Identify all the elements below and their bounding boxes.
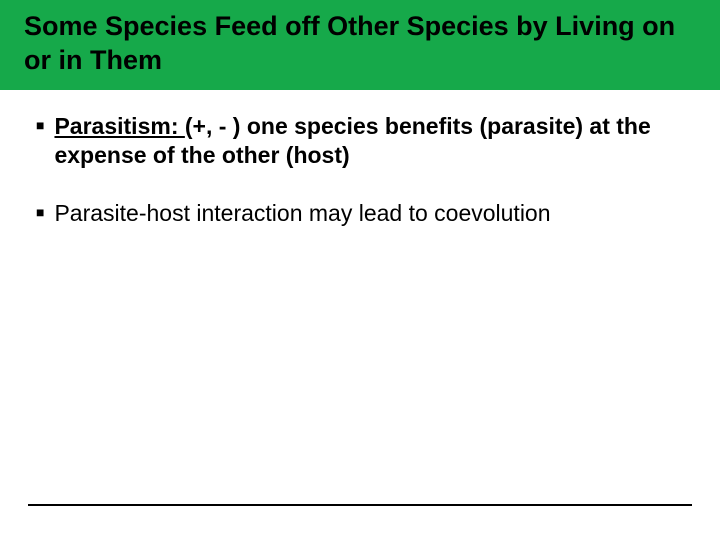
slide-title: Some Species Feed off Other Species by L… (24, 10, 700, 78)
bullet-marker-icon: ■ (36, 205, 44, 219)
title-band: Some Species Feed off Other Species by L… (0, 0, 720, 90)
bullet-item: ■ Parasitism: (+, - ) one species benefi… (36, 112, 684, 172)
bullet-text: Parasitism: (+, - ) one species benefits… (54, 112, 684, 172)
bullet-marker-icon: ■ (36, 118, 44, 132)
footer-divider (28, 504, 692, 506)
content-area: ■ Parasitism: (+, - ) one species benefi… (0, 90, 720, 230)
bullet-term: Parasitism: (54, 113, 184, 139)
bullet-text: Parasite-host interaction may lead to co… (54, 199, 684, 229)
bullet-rest: Parasite-host interaction may lead to co… (54, 200, 550, 226)
bullet-item: ■ Parasite-host interaction may lead to … (36, 199, 684, 229)
